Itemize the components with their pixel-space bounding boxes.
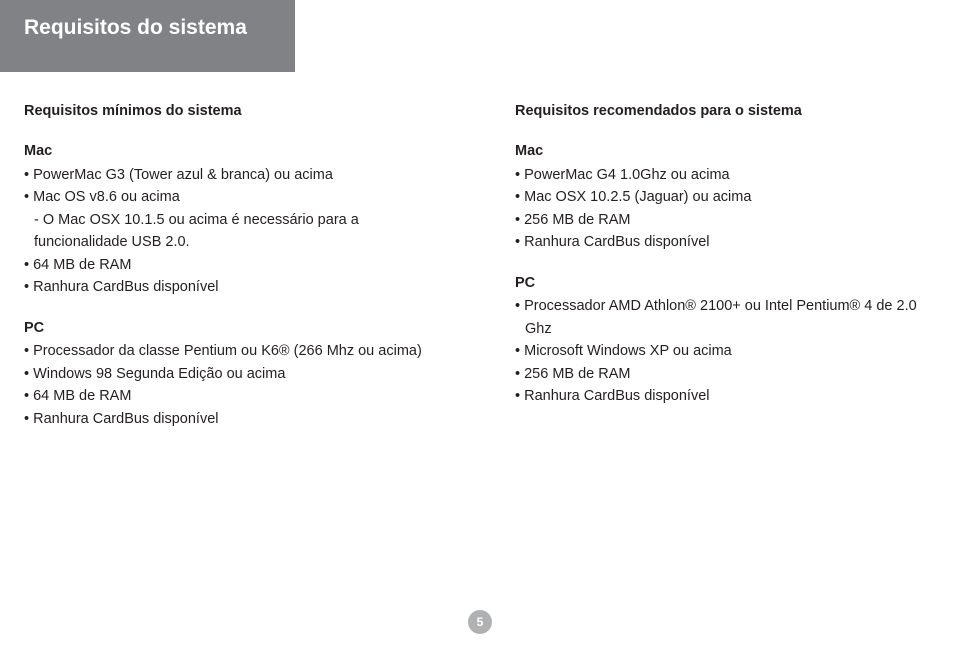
left-mac-list: PowerMac G3 (Tower azul & branca) ou aci… — [24, 164, 445, 209]
list-item: Ranhura CardBus disponível — [515, 385, 936, 407]
right-pc-block: PC Processador AMD Athlon® 2100+ ou Inte… — [515, 272, 936, 408]
dash-text: O Mac OSX 10.1.5 ou acima é necessário p… — [34, 212, 359, 250]
page-number-badge: 5 — [468, 610, 492, 634]
left-mac-list-2: 64 MB de RAM Ranhura CardBus disponível — [24, 254, 445, 299]
left-mac-block: Mac PowerMac G3 (Tower azul & branca) ou… — [24, 140, 445, 298]
list-item: Processador da classe Pentium ou K6® (26… — [24, 340, 445, 362]
right-section-title: Requisitos recomendados para o sistema — [515, 100, 936, 122]
right-mac-block: Mac PowerMac G4 1.0Ghz ou acima Mac OSX … — [515, 140, 936, 253]
list-item: 64 MB de RAM — [24, 385, 445, 407]
list-item: 64 MB de RAM — [24, 254, 445, 276]
page-title: Requisitos do sistema — [24, 16, 271, 40]
left-mac-dash-line: - O Mac OSX 10.1.5 ou acima é necessário… — [24, 209, 445, 254]
list-item: PowerMac G4 1.0Ghz ou acima — [515, 164, 936, 186]
left-pc-block: PC Processador da classe Pentium ou K6® … — [24, 317, 445, 430]
list-item: Ranhura CardBus disponível — [24, 408, 445, 430]
right-pc-list: Processador AMD Athlon® 2100+ ou Intel P… — [515, 295, 936, 407]
right-column: Requisitos recomendados para o sistema M… — [515, 100, 936, 448]
list-item: 256 MB de RAM — [515, 363, 936, 385]
left-section-title: Requisitos mínimos do sistema — [24, 100, 445, 122]
list-item: Microsoft Windows XP ou acima — [515, 340, 936, 362]
content-columns: Requisitos mínimos do sistema Mac PowerM… — [0, 72, 960, 448]
list-item: Mac OS v8.6 ou acima — [24, 186, 445, 208]
list-item: PowerMac G3 (Tower azul & branca) ou aci… — [24, 164, 445, 186]
left-pc-label: PC — [24, 317, 445, 339]
list-item: Windows 98 Segunda Edição ou acima — [24, 363, 445, 385]
manual-page: Requisitos do sistema Requisitos mínimos… — [0, 0, 960, 654]
right-mac-label: Mac — [515, 140, 936, 162]
right-mac-list: PowerMac G4 1.0Ghz ou acima Mac OSX 10.2… — [515, 164, 936, 254]
left-pc-list: Processador da classe Pentium ou K6® (26… — [24, 340, 445, 430]
list-item: Ranhura CardBus disponível — [24, 276, 445, 298]
header-band: Requisitos do sistema — [0, 0, 295, 72]
list-item: Mac OSX 10.2.5 (Jaguar) ou acima — [515, 186, 936, 208]
list-item: Processador AMD Athlon® 2100+ ou Intel P… — [515, 295, 936, 340]
list-item: Ranhura CardBus disponível — [515, 231, 936, 253]
left-mac-label: Mac — [24, 140, 445, 162]
right-pc-label: PC — [515, 272, 936, 294]
left-column: Requisitos mínimos do sistema Mac PowerM… — [24, 100, 445, 448]
list-item: 256 MB de RAM — [515, 209, 936, 231]
dash-prefix: - — [34, 212, 43, 228]
